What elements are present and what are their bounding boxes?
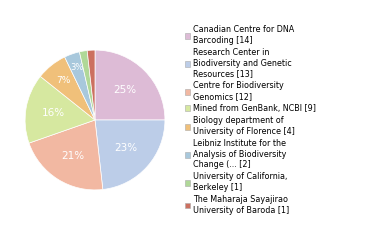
Text: 25%: 25% [113,85,136,95]
Wedge shape [95,120,165,190]
Wedge shape [29,120,103,190]
Wedge shape [40,57,95,120]
Wedge shape [79,50,95,120]
Text: 3%: 3% [70,63,83,72]
Text: 7%: 7% [56,76,71,85]
Text: 23%: 23% [115,143,138,153]
Text: 21%: 21% [61,150,84,161]
Legend: Canadian Centre for DNA
Barcoding [14], Research Center in
Biodiversity and Gene: Canadian Centre for DNA Barcoding [14], … [185,25,317,215]
Wedge shape [25,76,95,143]
Wedge shape [95,50,165,120]
Wedge shape [87,50,95,120]
Wedge shape [65,52,95,120]
Text: 16%: 16% [42,108,65,118]
